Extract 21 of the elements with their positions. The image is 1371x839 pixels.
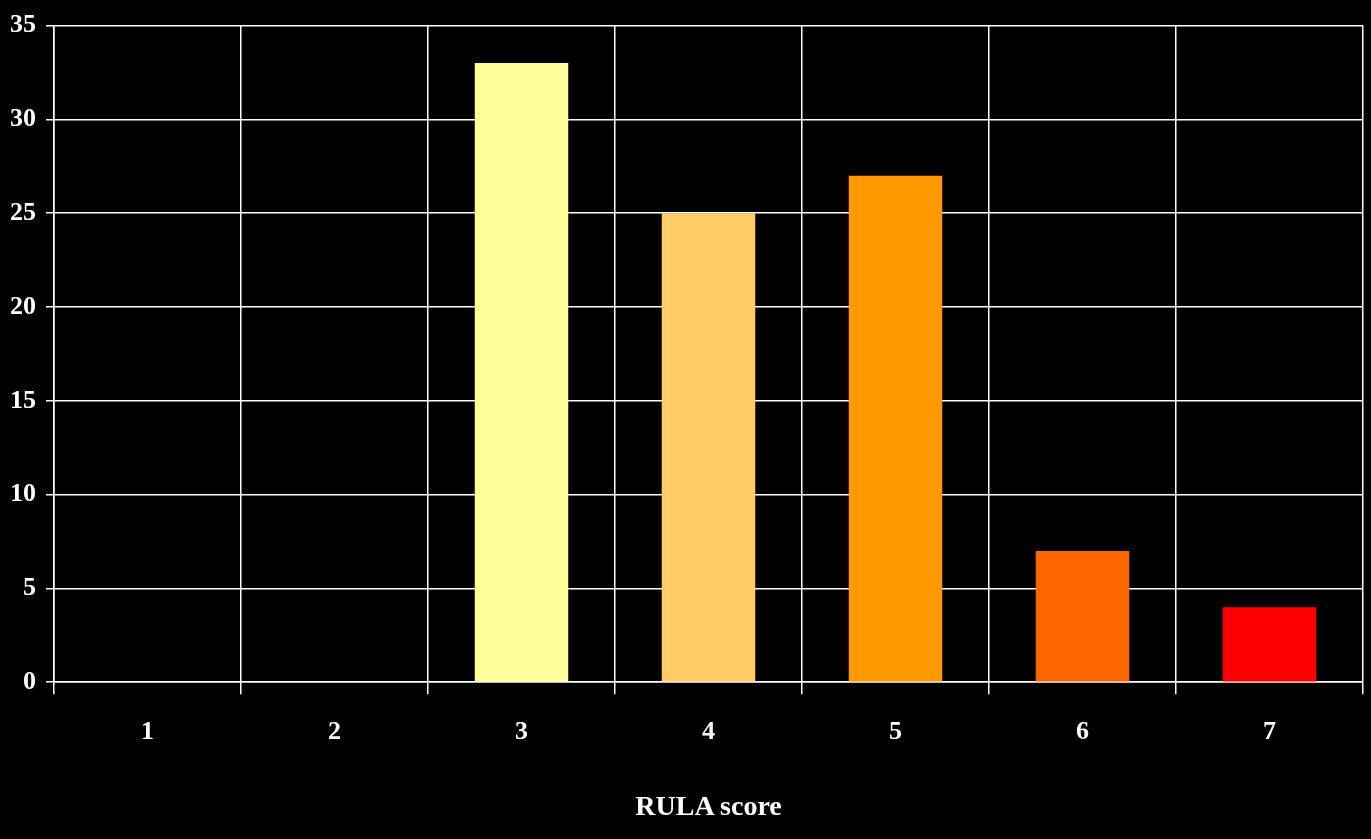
bar (1222, 607, 1317, 682)
y-tick-label: 25 (10, 196, 36, 226)
y-tick-label: 30 (10, 103, 36, 133)
bar (848, 175, 943, 682)
x-tick-label: 7 (1263, 715, 1276, 745)
y-tick-label: 20 (10, 290, 36, 320)
x-tick-label: 6 (1076, 715, 1089, 745)
x-tick-label: 4 (702, 715, 715, 745)
y-tick-label: 35 (10, 9, 36, 39)
bar (1035, 550, 1130, 682)
x-tick-label: 5 (889, 715, 902, 745)
y-tick-label: 0 (23, 665, 36, 695)
x-axis-title: RULA score (635, 790, 782, 822)
bar (474, 63, 569, 682)
y-tick-label: 15 (10, 384, 36, 414)
y-tick-label: 5 (23, 572, 36, 602)
x-tick-label: 1 (141, 715, 154, 745)
x-tick-label: 2 (328, 715, 341, 745)
x-tick-label: 3 (515, 715, 528, 745)
y-tick-label: 10 (10, 478, 36, 508)
bar (661, 213, 756, 682)
